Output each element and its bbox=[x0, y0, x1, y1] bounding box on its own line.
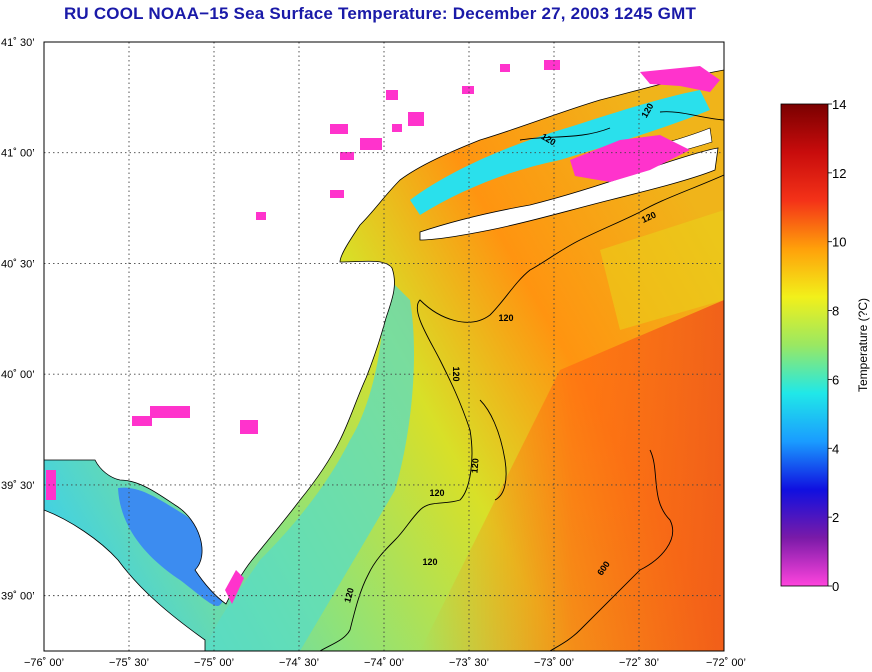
lon-label: −73˚ 00’ bbox=[534, 657, 574, 669]
lon-label: −75˚ 00’ bbox=[194, 657, 234, 669]
lon-label: −75˚ 30’ bbox=[109, 657, 149, 669]
colorbar-tick-label: 10 bbox=[832, 235, 846, 250]
nearshore-water bbox=[205, 270, 415, 651]
long-island-sound bbox=[410, 90, 710, 215]
contour-120m-sound bbox=[519, 127, 611, 141]
contour-label: 120 bbox=[429, 488, 444, 498]
slope-water bbox=[600, 210, 724, 330]
lon-label: −72˚ 30’ bbox=[619, 657, 659, 669]
lon-label: −74˚ 00’ bbox=[364, 657, 404, 669]
cloud-mask bbox=[46, 60, 720, 604]
lon-label: −76˚ 00’ bbox=[24, 657, 64, 669]
colorbar-ramp bbox=[780, 103, 829, 587]
lat-label: 39˚ 00’ bbox=[1, 591, 35, 603]
delmarva bbox=[44, 509, 206, 651]
lat-label: 39˚ 30’ bbox=[1, 480, 35, 492]
lat-label: 40˚ 30’ bbox=[1, 258, 35, 270]
contour-label: 120 bbox=[498, 313, 513, 323]
graticule bbox=[44, 42, 724, 651]
contour-label: 120 bbox=[451, 366, 461, 381]
colorbar: 0 2 4 6 8 10 12 14 Temperature (?C) bbox=[780, 97, 870, 594]
longitude-labels: −76˚ 00’ −75˚ 30’ −75˚ 00’ −74˚ 30’ −74˚ 00’… bbox=[24, 657, 746, 669]
colorbar-tick-label: 12 bbox=[832, 166, 846, 181]
lat-label: 41˚ 30’ bbox=[1, 37, 35, 49]
lon-label: −74˚ 30’ bbox=[279, 657, 319, 669]
lat-label: 41˚ 00’ bbox=[1, 148, 35, 160]
warm-offshore-water bbox=[420, 300, 724, 651]
contour-label: 120 bbox=[342, 587, 356, 604]
lat-label: 40˚ 00’ bbox=[1, 369, 35, 381]
map-area bbox=[44, 42, 724, 651]
colorbar-tick-label: 8 bbox=[832, 304, 839, 319]
colorbar-tick-label: 2 bbox=[832, 510, 839, 525]
colorbar-tick-label: 6 bbox=[832, 372, 839, 387]
contour-120m-north bbox=[659, 111, 724, 121]
colorbar-tick-label: 0 bbox=[832, 579, 839, 594]
colorbar-tick-label: 4 bbox=[832, 441, 839, 456]
contour-label: 120 bbox=[422, 557, 437, 567]
contour-600m bbox=[549, 449, 674, 651]
contour-120m-inner bbox=[479, 399, 507, 501]
colorbar-title: Temperature (?C) bbox=[856, 298, 870, 392]
contour-120m bbox=[319, 174, 724, 651]
colorbar-tick-label: 14 bbox=[832, 97, 846, 112]
latitude-labels: 41˚ 30’ 41˚ 00’ 40˚ 30’ 40˚ 00’ 39˚ 30’ 39˚ 0… bbox=[1, 37, 35, 603]
contour-label: 120 bbox=[469, 458, 480, 474]
map-frame bbox=[43, 41, 725, 652]
depth-contours bbox=[319, 111, 724, 651]
colorbar-ticks: 0 2 4 6 8 10 12 14 bbox=[828, 97, 846, 594]
lon-label: −72˚ 00’ bbox=[706, 657, 746, 669]
lon-label: −73˚ 30’ bbox=[449, 657, 489, 669]
map-title: RU COOL NOAA−15 Sea Surface Temperature:… bbox=[63, 4, 697, 23]
